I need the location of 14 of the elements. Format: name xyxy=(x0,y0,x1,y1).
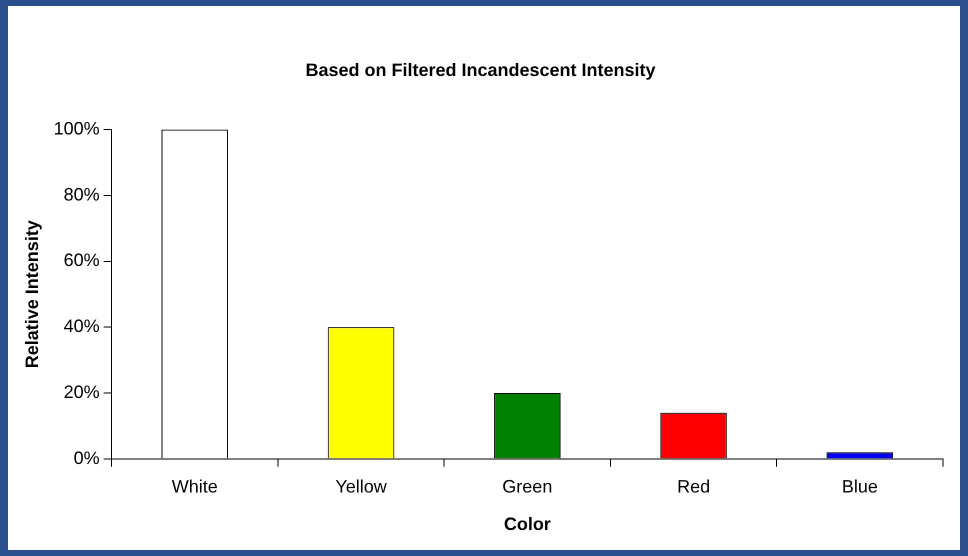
y-tick-label: 60% xyxy=(64,250,100,270)
chart-title: Based on Filtered Incandescent Intensity xyxy=(305,60,656,80)
x-tick-label: White xyxy=(172,476,218,497)
y-tick-label: 40% xyxy=(64,316,100,336)
x-tick-label: Blue xyxy=(842,476,878,497)
y-tick-label: 100% xyxy=(54,118,100,139)
y-tick-label: 80% xyxy=(64,184,100,204)
x-tick-label: Yellow xyxy=(335,476,388,497)
y-axis-title: Relative Intensity xyxy=(22,220,42,368)
y-tick-label: 0% xyxy=(74,448,100,468)
x-axis-title: Color xyxy=(504,514,551,534)
x-tick-label: Red xyxy=(677,476,710,497)
x-tick-label: Green xyxy=(502,476,552,497)
y-tick-label: 20% xyxy=(64,382,100,402)
